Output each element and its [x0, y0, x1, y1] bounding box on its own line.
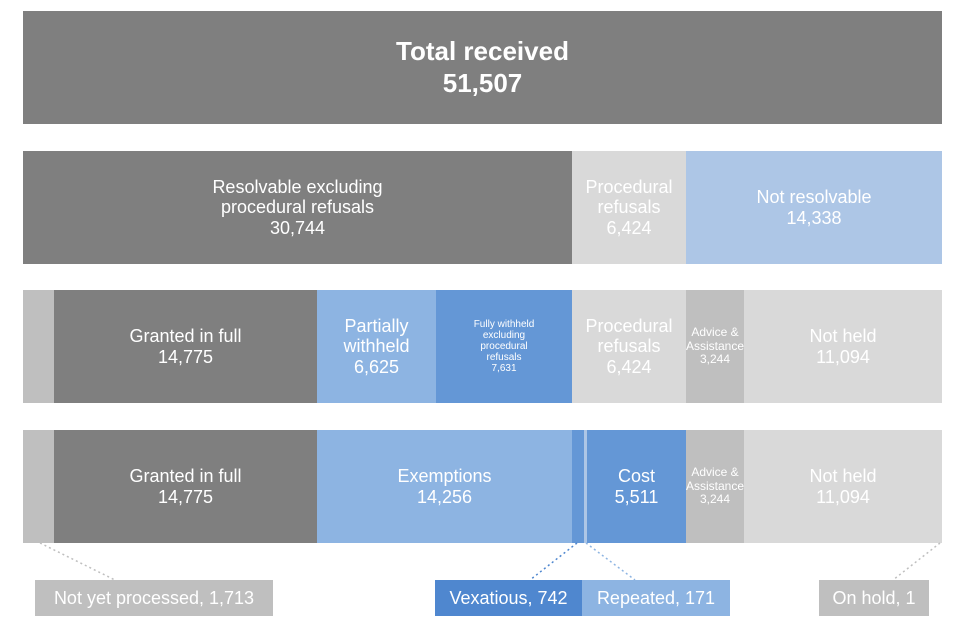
not-resolvable-block: Not resolvable 14,338 [686, 151, 942, 264]
leader-not-yet-processed [39, 542, 116, 581]
not-held-row4-value: 11,094 [816, 486, 870, 507]
granted-in-full-row4-value: 14,775 [157, 486, 214, 507]
not-resolvable-label: Not resolvable [756, 187, 872, 208]
exemptions-value: 14,256 [416, 486, 473, 507]
not-held-row4-label: Not held [809, 466, 877, 487]
granted-in-full-block: Granted in full 14,775 [54, 290, 317, 403]
cost-block: Cost 5,511 [587, 430, 686, 543]
not-resolvable-value: 14,338 [786, 207, 842, 228]
vexatious-label: Vexatious, 742 [435, 580, 582, 616]
partially-withheld-label-line2: withheld [343, 336, 410, 357]
advice-assistance-row4-label-line1: Advice & [691, 464, 739, 479]
exemptions-block: Exemptions 14,256 [317, 430, 572, 543]
procedural-refusals-label-line1: Procedural [585, 177, 673, 198]
advice-assistance-label-line2: Assistance [685, 338, 745, 353]
leader-vexatious [529, 542, 578, 581]
advice-assistance-block: Advice & Assistance 3,244 [686, 290, 744, 403]
fully-withheld-label-line4: refusals [486, 352, 522, 363]
resolvable-block: Resolvable excluding procedural refusals… [23, 151, 572, 264]
leader-on-hold [892, 542, 941, 581]
resolvable-label-line1: Resolvable excluding [212, 177, 383, 198]
not-held-row4-block: Not held 11,094 [744, 430, 942, 543]
total-received-value: 51,507 [442, 67, 523, 98]
exemptions-label: Exemptions [397, 466, 492, 487]
granted-in-full-value: 14,775 [157, 346, 214, 367]
not-held-value: 11,094 [816, 346, 870, 367]
partially-withheld-block: Partially withheld 6,625 [317, 290, 436, 403]
not-held-block: Not held 11,094 [744, 290, 942, 403]
fully-withheld-value: 7,631 [491, 363, 517, 374]
not-yet-processed-segment [23, 290, 54, 403]
procedural-refusals-row3-value: 6,424 [606, 356, 652, 377]
cost-value: 5,511 [614, 486, 659, 507]
not-yet-processed-segment-row4 [23, 430, 54, 543]
repeated-label: Repeated, 171 [582, 580, 730, 616]
fully-withheld-label-line2: excluding [482, 330, 526, 341]
resolvable-label-line2: procedural refusals [220, 197, 375, 218]
granted-in-full-label: Granted in full [129, 326, 242, 347]
not-held-label: Not held [809, 326, 877, 347]
advice-assistance-row4-label-line2: Assistance [685, 478, 745, 493]
granted-in-full-row4-label: Granted in full [129, 466, 242, 487]
advice-assistance-row4-block: Advice & Assistance 3,244 [686, 430, 744, 543]
fully-withheld-label-line3: procedural [480, 341, 528, 352]
procedural-refusals-label-line2: refusals [597, 197, 661, 218]
partially-withheld-value: 6,625 [353, 356, 400, 377]
on-hold-label: On hold, 1 [819, 580, 929, 616]
advice-assistance-row4-value: 3,244 [699, 492, 731, 507]
total-received-label: Total received [396, 36, 569, 67]
procedural-refusals-row3-block: Procedural refusals 6,424 [572, 290, 686, 403]
repeated-segment [584, 430, 587, 543]
procedural-refusals-row3-label-line1: Procedural [585, 316, 673, 337]
not-yet-processed-label: Not yet processed, 1,713 [35, 580, 273, 616]
procedural-refusals-block: Procedural refusals 6,424 [572, 151, 686, 264]
advice-assistance-value: 3,244 [699, 352, 731, 367]
procedural-refusals-value: 6,424 [606, 217, 652, 238]
cost-label: Cost [617, 466, 655, 487]
granted-in-full-row4-block: Granted in full 14,775 [54, 430, 317, 543]
vexatious-segment [572, 430, 584, 543]
resolvable-value: 30,744 [269, 217, 326, 238]
total-received-block: Total received 51,507 [23, 11, 942, 124]
procedural-refusals-row3-label-line2: refusals [597, 336, 661, 357]
partially-withheld-label-line1: Partially [344, 316, 409, 337]
leader-repeated [585, 542, 636, 581]
fully-withheld-block: Fully withheld excluding procedural refu… [436, 290, 572, 403]
fully-withheld-label-line1: Fully withheld [473, 319, 535, 330]
advice-assistance-label-line1: Advice & [691, 324, 739, 339]
